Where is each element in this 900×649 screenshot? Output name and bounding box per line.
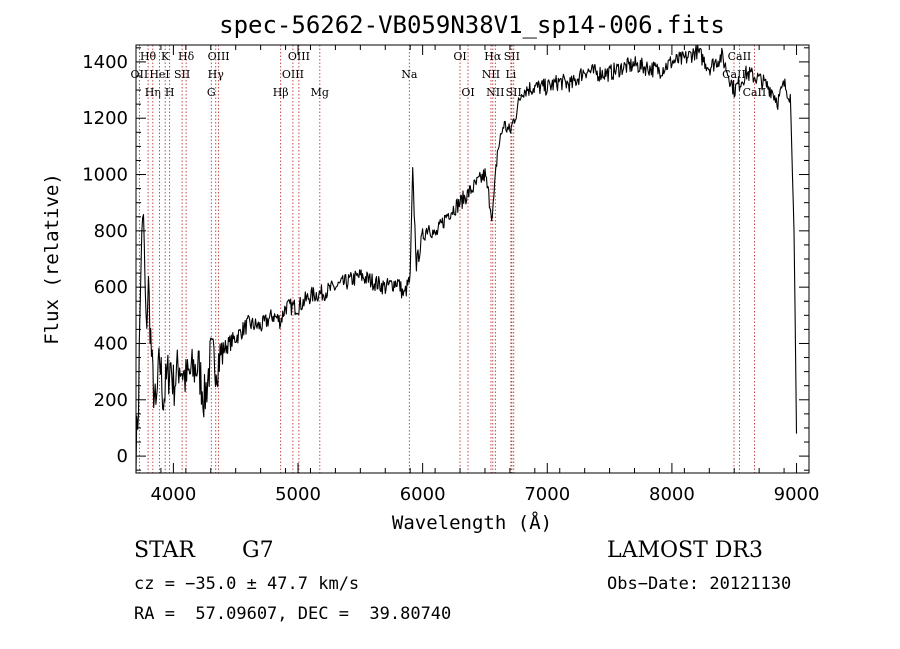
spectral-line-label: NII bbox=[486, 86, 504, 99]
x-tick-label: 8000 bbox=[649, 484, 695, 505]
spectral-line-label: Hη bbox=[145, 86, 161, 99]
spectral-line-label: H bbox=[165, 86, 175, 99]
y-tick-label: 0 bbox=[117, 446, 128, 467]
y-tick-label: 1200 bbox=[82, 108, 128, 129]
x-tick-label: 7000 bbox=[524, 484, 570, 505]
spectral-line-label: Hγ bbox=[208, 68, 225, 81]
spectral-line-label: Hδ bbox=[178, 50, 195, 63]
spectral-line-label: CaII bbox=[743, 86, 767, 99]
y-tick-label: 800 bbox=[94, 221, 128, 242]
spectral-line-label: Hα bbox=[484, 50, 502, 63]
x-tick-label: 4000 bbox=[150, 484, 196, 505]
x-tick-label: 6000 bbox=[400, 484, 446, 505]
y-tick-label: 1400 bbox=[82, 52, 128, 73]
spectral-line-label: OI bbox=[461, 86, 474, 99]
observation-date: Obs−Date: 20121130 bbox=[607, 574, 792, 594]
spectral-line-label: OIII bbox=[282, 68, 304, 81]
spectral-line-label: SII bbox=[504, 50, 520, 63]
object-type: STAR bbox=[134, 538, 195, 563]
y-tick-label: 200 bbox=[94, 390, 128, 411]
spectral-line-label: Hθ bbox=[140, 50, 157, 63]
x-tick-label: 9000 bbox=[774, 484, 820, 505]
spectrum-series-line bbox=[135, 44, 798, 474]
spectral-line-label: Li bbox=[505, 68, 516, 81]
spectral-line-label: G bbox=[207, 86, 216, 99]
y-axis-label: Flux (relative) bbox=[41, 173, 63, 345]
spectral-line-label: SII bbox=[174, 68, 190, 81]
spectral-line-label: SII bbox=[506, 86, 522, 99]
redshift-readout: cz = −35.0 ± 47.7 km/s bbox=[134, 574, 360, 594]
spectral-subclass: G7 bbox=[242, 538, 274, 563]
spectral-line-label: NII bbox=[482, 68, 500, 81]
spectral-line-label: OIII bbox=[208, 50, 230, 63]
spectral-line-label: HeI bbox=[149, 68, 169, 81]
data-layer bbox=[135, 44, 798, 474]
spectral-line-label: Mg bbox=[311, 86, 329, 99]
spectral-line-label: K bbox=[161, 50, 170, 63]
x-tick-label: 5000 bbox=[275, 484, 321, 505]
spectral-line-label: Na bbox=[401, 68, 418, 81]
spectral-line-label: OI bbox=[453, 50, 466, 63]
spectral-lines-layer: OII Hθ Hη HeI K H SII Hδ G Hγ OIII Hβ OIII OIII Mg Na OI… bbox=[131, 45, 767, 473]
spectral-line-label: Hβ bbox=[273, 86, 289, 99]
x-axis-label: Wavelength (Å) bbox=[392, 511, 552, 534]
spectral-line-label: CaII bbox=[728, 50, 752, 63]
coordinates-readout: RA = 57.09607, DEC = 39.80740 bbox=[134, 604, 452, 624]
y-tick-label: 600 bbox=[94, 277, 128, 298]
plot-frame bbox=[135, 44, 810, 474]
chart-title: spec-56262-VB059N38V1_sp14-006.fits bbox=[219, 11, 725, 39]
axes-layer: 4000 5000 6000 7000 8000 9000 0 200 400 600 800 100… bbox=[82, 45, 819, 505]
y-tick-label: 400 bbox=[94, 333, 128, 354]
survey-name: LAMOST DR3 bbox=[607, 538, 763, 563]
spectral-line-label: CaII bbox=[722, 68, 746, 81]
spectral-line-label: OIII bbox=[288, 50, 310, 63]
y-tick-label: 1000 bbox=[82, 165, 128, 186]
spectral-line-label: OII bbox=[131, 68, 149, 81]
